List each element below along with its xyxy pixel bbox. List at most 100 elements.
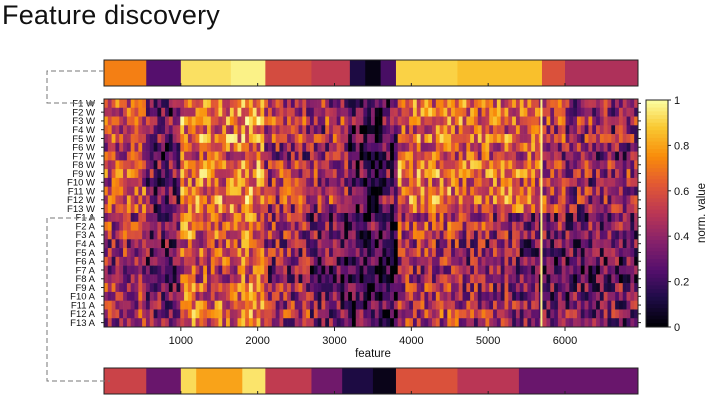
heatmap-cell	[237, 265, 242, 275]
heatmap-cell	[432, 186, 437, 196]
heatmap-cell	[264, 213, 269, 223]
heatmap-cell	[233, 318, 238, 328]
heatmap-cell	[428, 239, 433, 249]
heatmap-cell	[557, 265, 563, 275]
heatmap-cell	[237, 160, 242, 170]
heatmap-cell	[477, 239, 482, 249]
heatmap-cell	[409, 134, 414, 144]
heatmap-cell	[184, 265, 189, 275]
heatmap-cell	[496, 99, 501, 109]
heatmap-cell	[275, 265, 280, 275]
heatmap-cell	[351, 116, 357, 126]
heatmap-cell	[348, 169, 353, 179]
heatmap-cell	[382, 309, 387, 319]
slide-title: Feature discovery	[2, 0, 220, 30]
heatmap-cell	[420, 134, 425, 144]
heatmap-cell	[546, 160, 551, 170]
heatmap-cell	[596, 239, 601, 249]
heatmap-cell	[287, 239, 292, 249]
heatmap-cell	[306, 177, 311, 187]
heatmap-cell	[279, 134, 284, 144]
heatmap-cell	[412, 291, 418, 301]
heatmap-cell	[401, 107, 406, 117]
heatmap-cell	[241, 230, 246, 240]
heatmap-cell	[576, 300, 582, 310]
heatmap-cell	[226, 99, 231, 109]
heatmap-cell	[546, 177, 551, 187]
heatmap-cell	[306, 151, 311, 161]
heatmap-cell	[268, 169, 273, 179]
heatmap-cell	[424, 248, 429, 258]
heatmap-cell	[367, 125, 372, 135]
heatmap-cell	[123, 283, 128, 293]
heatmap-cell	[580, 169, 585, 179]
heatmap-cell	[432, 309, 437, 319]
heatmap-cell	[435, 300, 440, 310]
heatmap-cell	[115, 230, 120, 240]
heatmap-cell	[473, 221, 479, 231]
group-a-strip-segment	[395, 368, 458, 394]
heatmap-cell	[245, 186, 250, 196]
heatmap-cell	[519, 99, 524, 109]
heatmap-cell	[550, 160, 555, 170]
heatmap-cell	[500, 169, 505, 179]
heatmap-cell	[294, 300, 299, 310]
heatmap-cell	[363, 300, 368, 310]
heatmap-cell	[210, 256, 215, 266]
heatmap-cell	[599, 142, 604, 152]
heatmap-cell	[428, 204, 433, 214]
heatmap-cell	[271, 318, 276, 328]
heatmap-cell	[542, 169, 547, 179]
heatmap-cell	[302, 256, 307, 266]
heatmap-cell	[363, 256, 368, 266]
heatmap-cell	[618, 309, 624, 319]
heatmap-cell	[451, 151, 456, 161]
heatmap-cell	[611, 230, 616, 240]
heatmap-cell	[371, 142, 376, 152]
heatmap-cell	[462, 300, 467, 310]
heatmap-cell	[630, 256, 635, 266]
heatmap-cell	[393, 256, 398, 266]
heatmap-cell	[527, 134, 532, 144]
heatmap-cell	[119, 186, 124, 196]
heatmap-cell	[409, 160, 414, 170]
heatmap-cell	[622, 283, 627, 293]
heatmap-cell	[557, 291, 563, 301]
heatmap-cell	[523, 107, 528, 117]
heatmap-cell	[264, 169, 269, 179]
heatmap-cell	[367, 318, 372, 328]
heatmap-cell	[302, 300, 307, 310]
heatmap-cell	[248, 318, 254, 328]
heatmap-cell	[317, 169, 322, 179]
heatmap-cell	[580, 300, 585, 310]
heatmap-cell	[634, 221, 639, 231]
heatmap-cell	[428, 221, 433, 231]
heatmap-cell	[256, 213, 261, 223]
heatmap-cell	[214, 142, 219, 152]
heatmap-cell	[390, 204, 395, 214]
heatmap-cell	[382, 125, 387, 135]
heatmap-cell	[229, 256, 234, 266]
heatmap-cell	[351, 195, 357, 205]
heatmap-cell	[206, 99, 212, 109]
heatmap-cell	[615, 265, 620, 275]
heatmap-cell	[470, 291, 475, 301]
heatmap-cell	[229, 204, 234, 214]
heatmap-cell	[618, 239, 624, 249]
heatmap-cell	[512, 125, 517, 135]
heatmap-cell	[222, 195, 227, 205]
heatmap-cell	[332, 116, 337, 126]
heatmap-cell	[504, 169, 509, 179]
heatmap-cell	[184, 248, 189, 258]
heatmap-cell	[500, 248, 505, 258]
heatmap-cell	[351, 265, 357, 275]
heatmap-cell	[283, 230, 288, 240]
heatmap-cell	[432, 204, 437, 214]
heatmap-cell	[493, 274, 498, 284]
heatmap-cell	[172, 256, 177, 266]
heatmap-cell	[550, 142, 555, 152]
heatmap-cell	[283, 151, 288, 161]
heatmap-cell	[184, 142, 189, 152]
heatmap-cell	[550, 239, 555, 249]
heatmap-cell	[355, 283, 360, 293]
